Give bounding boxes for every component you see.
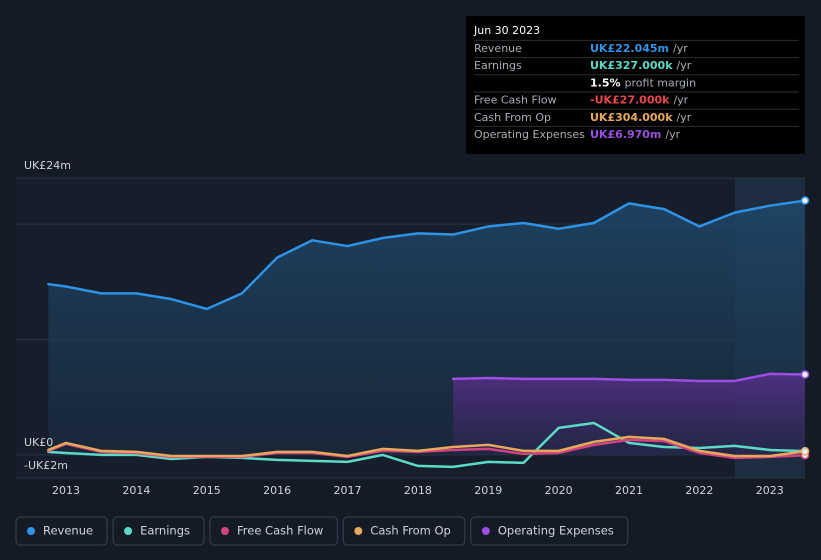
tooltip-unit: profit margin [625,76,697,89]
tooltip-label: Operating Expenses [474,128,585,141]
legend-label: Earnings [140,524,190,538]
tooltip-value-text: -UK£27.000k [590,94,670,107]
end-point [800,196,810,205]
legend-label: Cash From Op [370,524,451,538]
tooltip-date: Jun 30 2023 [473,24,540,37]
tooltip-value-text: UK£6.970m [590,128,661,141]
tooltip-label: Revenue [474,42,522,55]
legend-box [15,516,108,546]
x-tick-label: 2021 [615,484,643,497]
tooltip-unit: /yr [673,42,688,55]
series-line [47,199,807,311]
series-line [47,435,807,458]
series-area [453,373,805,455]
tooltip-label: Earnings [474,59,522,72]
end-point [800,370,810,379]
tooltip-value: UK£304.000k/yr [590,111,692,124]
tooltip-value: UK£6.970m/yr [590,128,681,141]
tooltip-value-text: 1.5% [590,76,621,89]
legend-label: Operating Expenses [498,524,614,538]
tooltip-value: 1.5% profit margin [590,76,696,89]
tooltip-value: -UK£27.000k/yr [590,94,689,107]
x-tick-label: 2015 [193,484,221,497]
legend-swatch [27,527,35,535]
x-tick-label: 2018 [404,484,432,497]
series-line [451,372,807,383]
tooltip-value: UK£327.000k/yr [590,59,692,72]
tooltip-unit: /yr [673,94,688,107]
legend-swatch [481,527,490,535]
tooltip-value-text: UK£327.000k [590,59,673,72]
x-tick-label: 2017 [334,484,362,497]
legend-box [112,516,205,546]
legend-swatch [124,527,133,535]
legend-label: Free Cash Flow [237,524,323,538]
legend-item[interactable]: Revenue [15,516,108,546]
x-tick-label: 2014 [122,484,150,497]
x-tick-label: 2020 [545,484,573,497]
x-tick-label: 2013 [52,484,80,497]
legend-box [342,516,466,546]
tooltip-box [466,16,805,154]
legend-label: Revenue [43,524,93,538]
series-line [47,421,807,469]
tooltip-label: Cash From Op [474,111,551,124]
legend-item[interactable]: Free Cash Flow [209,516,338,546]
x-tick-label: 2016 [263,484,291,497]
legend-item[interactable]: Earnings [112,516,205,546]
x-tick-label: 2019 [474,484,502,497]
tooltip-label: Free Cash Flow [474,94,557,107]
legend-item[interactable]: Operating Expenses [470,516,629,546]
tooltip-unit: /yr [677,111,692,124]
y-tick-label: UK£24m [24,159,71,172]
tooltip: Jun 30 2023 Revenue UK£22.045m/yr Earnings… [466,16,805,154]
legend-box [470,516,629,546]
x-tick-label: 2022 [685,484,713,497]
y-tick-label: -UK£2m [24,459,68,472]
tooltip-value-text: UK£304.000k [590,111,673,124]
legend-box [209,516,338,546]
tooltip-value-text: UK£22.045m [590,42,669,55]
y-tick-label: UK£0 [24,436,53,449]
tooltip-value: UK£22.045m/yr [590,42,688,55]
legend-swatch [354,527,363,535]
x-tick-label: 2023 [756,484,784,497]
legend-swatch [221,527,229,535]
end-point [800,447,810,456]
tooltip-unit: /yr [665,128,680,141]
legend-item[interactable]: Cash From Op [342,516,466,546]
tooltip-unit: /yr [677,59,692,72]
